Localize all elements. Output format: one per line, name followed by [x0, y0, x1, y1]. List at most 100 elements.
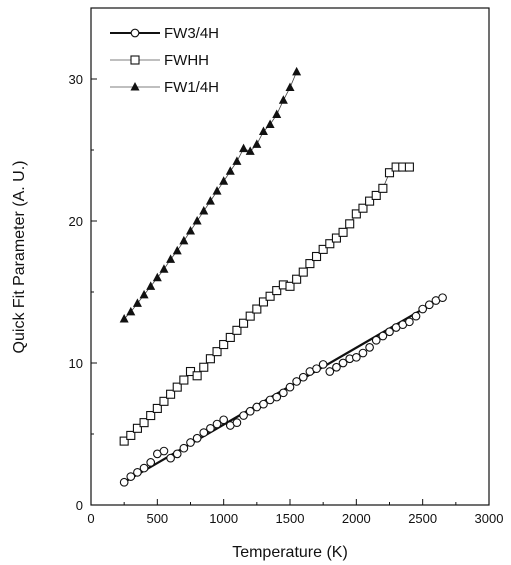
data-point-square — [139, 418, 149, 428]
data-point-square — [205, 354, 215, 364]
data-point-triangle — [146, 281, 156, 290]
data-point-square — [345, 219, 355, 229]
data-point-square — [132, 423, 142, 433]
data-point-triangle — [292, 66, 302, 76]
data-point-circle — [378, 331, 388, 341]
series-line — [123, 71, 298, 320]
y-tick-label: 20 — [69, 214, 83, 229]
data-point-circle — [358, 348, 368, 358]
legend-item-fw14h: FW1/4H — [110, 79, 219, 96]
y-tick-label: 30 — [69, 72, 83, 87]
y-axis-title: Quick Fit Parameter (A. U.) — [11, 161, 28, 354]
data-point-triangle — [239, 143, 249, 153]
data-point-triangle — [126, 306, 136, 316]
data-point-circle — [239, 411, 248, 420]
legend-item-fw34h: FW3/4H — [110, 25, 219, 42]
data-point-triangle — [119, 313, 129, 323]
data-point-triangle — [219, 176, 229, 185]
data-point-triangle — [179, 235, 189, 245]
data-point-circle — [199, 428, 209, 437]
data-point-circle — [139, 463, 149, 473]
data-point-triangle — [199, 206, 209, 215]
data-point-circle — [179, 443, 189, 453]
data-point-square — [225, 332, 235, 342]
data-point-circle — [332, 362, 341, 372]
data-point-triangle — [159, 264, 169, 273]
data-point-circle — [119, 477, 129, 487]
data-point-square — [212, 347, 222, 357]
data-point-square — [232, 325, 242, 335]
x-tick-label: 500 — [146, 511, 168, 526]
data-point-triangle — [252, 139, 262, 148]
data-point-triangle — [285, 82, 295, 92]
data-point-square — [245, 311, 255, 321]
data-point-square — [239, 318, 249, 328]
data-point-circle — [351, 352, 361, 362]
data-point-triangle — [232, 156, 242, 165]
data-point-square — [159, 396, 169, 406]
data-point-circle — [146, 458, 156, 467]
data-point-circle — [212, 419, 222, 429]
data-point-triangle — [225, 166, 235, 175]
data-point-circle — [166, 453, 175, 463]
data-point-circle — [405, 317, 414, 327]
data-point-triangle — [265, 119, 275, 128]
data-point-square — [378, 183, 388, 193]
data-point-square — [272, 286, 282, 296]
axis-ticks: 0 500 1000 1500 2000 2500 3000 0 10 20 30 — [69, 72, 504, 526]
data-point-circle — [206, 423, 215, 433]
data-point-triangle — [132, 298, 142, 307]
data-point-square — [152, 403, 162, 413]
y-tick-label: 10 — [69, 356, 83, 371]
data-point-circle — [418, 304, 428, 314]
data-point-square — [252, 304, 262, 314]
data-point-circle — [285, 382, 295, 392]
data-point-square — [199, 362, 209, 372]
data-point-square — [325, 239, 335, 249]
data-point-square — [338, 227, 348, 237]
data-point-circle — [172, 449, 182, 459]
y-tick-label: 0 — [76, 498, 83, 513]
legend-marker-square — [130, 55, 140, 65]
data-point-circle — [365, 343, 374, 352]
series-filled-triangle — [119, 66, 302, 323]
data-point-square — [371, 190, 381, 200]
legend-marker-triangle — [130, 82, 140, 91]
data-point-circle — [411, 311, 421, 321]
data-point-square — [318, 244, 328, 254]
data-point-circle — [272, 392, 282, 402]
data-point-square — [265, 291, 275, 301]
data-point-circle — [318, 360, 328, 369]
series-marks — [119, 66, 447, 487]
data-point-square — [311, 251, 322, 262]
data-point-square — [119, 436, 129, 446]
data-point-circle — [279, 388, 288, 398]
data-point-square — [298, 267, 308, 277]
data-point-triangle — [186, 225, 195, 235]
data-point-circle — [159, 446, 169, 456]
data-point-triangle — [278, 95, 288, 104]
x-tick-label: 1500 — [276, 511, 305, 526]
data-point-circle — [186, 438, 195, 447]
data-point-square — [258, 297, 269, 307]
data-point-triangle — [139, 289, 149, 299]
data-point-square — [404, 162, 414, 172]
data-point-circle — [259, 399, 268, 409]
data-point-circle — [424, 300, 434, 310]
x-tick-label: 2000 — [342, 511, 371, 526]
data-point-circle — [126, 472, 136, 481]
series-open-square — [119, 162, 414, 446]
data-point-triangle — [212, 186, 222, 195]
data-point-square — [292, 274, 302, 284]
x-tick-label: 0 — [87, 511, 94, 526]
data-point-circle — [371, 335, 381, 345]
x-tick-label: 3000 — [475, 511, 504, 526]
data-point-circle — [438, 293, 447, 303]
data-point-square — [219, 339, 229, 350]
x-tick-label: 1000 — [209, 511, 238, 526]
data-point-circle — [325, 367, 335, 376]
data-point-square — [365, 196, 375, 206]
data-point-circle — [232, 418, 242, 427]
data-point-circle — [219, 415, 229, 425]
